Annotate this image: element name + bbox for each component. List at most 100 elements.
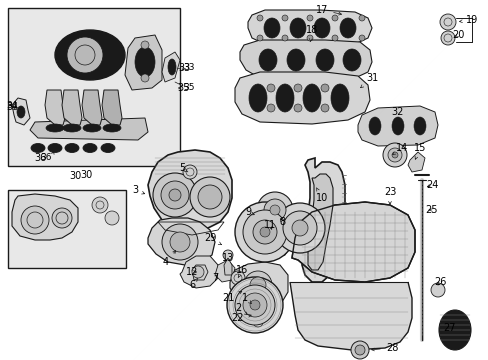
Text: 16: 16 [235, 265, 247, 278]
Ellipse shape [346, 53, 356, 67]
Polygon shape [180, 256, 218, 288]
Circle shape [252, 220, 276, 244]
Circle shape [162, 224, 198, 260]
Polygon shape [62, 90, 82, 125]
Polygon shape [302, 158, 345, 282]
Ellipse shape [368, 117, 380, 135]
Text: 34: 34 [6, 102, 18, 112]
Polygon shape [307, 174, 332, 270]
Ellipse shape [280, 89, 289, 107]
Circle shape [253, 311, 262, 319]
Circle shape [260, 227, 269, 237]
Polygon shape [12, 194, 78, 240]
Text: 36: 36 [34, 148, 51, 163]
Ellipse shape [438, 310, 470, 350]
Circle shape [21, 206, 49, 234]
Polygon shape [247, 10, 371, 46]
Circle shape [274, 203, 325, 253]
Text: 21: 21 [222, 292, 241, 303]
Ellipse shape [263, 53, 272, 67]
Circle shape [226, 277, 283, 333]
Text: 9: 9 [244, 207, 254, 217]
Text: 22: 22 [231, 313, 251, 323]
Polygon shape [235, 72, 369, 124]
Polygon shape [82, 90, 102, 125]
Ellipse shape [103, 124, 121, 132]
Ellipse shape [63, 124, 81, 132]
Circle shape [282, 35, 287, 41]
Text: 5: 5 [179, 163, 187, 173]
Text: 11: 11 [264, 220, 276, 230]
Circle shape [170, 232, 190, 252]
Circle shape [190, 177, 229, 217]
Text: 28: 28 [371, 343, 397, 353]
Polygon shape [240, 40, 371, 80]
Circle shape [183, 165, 197, 179]
Polygon shape [289, 282, 411, 350]
Circle shape [320, 104, 328, 112]
Circle shape [141, 41, 149, 49]
Circle shape [358, 15, 364, 21]
Circle shape [293, 104, 302, 112]
Circle shape [257, 15, 263, 21]
Circle shape [382, 143, 406, 167]
Text: 14: 14 [392, 143, 407, 154]
Circle shape [257, 192, 292, 228]
Polygon shape [45, 90, 65, 125]
Text: 33: 33 [178, 63, 190, 73]
Ellipse shape [259, 49, 276, 71]
Circle shape [350, 341, 368, 359]
Ellipse shape [306, 89, 316, 107]
Ellipse shape [55, 30, 125, 80]
Circle shape [440, 31, 454, 45]
Circle shape [387, 148, 401, 162]
Ellipse shape [248, 84, 266, 112]
Ellipse shape [448, 322, 460, 338]
Ellipse shape [46, 124, 64, 132]
Polygon shape [291, 202, 414, 282]
Circle shape [293, 84, 302, 92]
Text: 6: 6 [188, 278, 198, 290]
Circle shape [269, 205, 280, 215]
Polygon shape [215, 260, 235, 282]
Ellipse shape [443, 316, 465, 344]
Circle shape [223, 250, 232, 260]
Text: 2: 2 [234, 303, 247, 315]
Circle shape [230, 271, 244, 285]
Ellipse shape [48, 144, 62, 153]
Polygon shape [125, 35, 162, 90]
Text: 10: 10 [315, 188, 327, 203]
Polygon shape [148, 150, 231, 230]
Circle shape [291, 220, 307, 236]
Text: 3: 3 [132, 185, 144, 195]
Text: 12: 12 [185, 267, 198, 277]
Text: 27: 27 [443, 323, 455, 333]
Circle shape [283, 211, 316, 245]
Text: 4: 4 [163, 251, 175, 267]
Text: 8: 8 [278, 217, 285, 227]
Ellipse shape [342, 49, 360, 71]
Circle shape [282, 15, 287, 21]
Circle shape [161, 181, 189, 209]
Circle shape [243, 293, 266, 317]
Circle shape [243, 210, 286, 254]
Text: 19: 19 [459, 15, 477, 25]
Text: 1: 1 [242, 293, 251, 303]
Ellipse shape [289, 18, 305, 38]
Polygon shape [12, 98, 30, 125]
Ellipse shape [343, 22, 352, 34]
Text: 30: 30 [80, 170, 92, 180]
Ellipse shape [83, 144, 97, 153]
Circle shape [266, 84, 274, 92]
Text: 26: 26 [433, 277, 445, 287]
Text: 23: 23 [383, 187, 395, 204]
Polygon shape [192, 265, 207, 280]
Circle shape [52, 208, 72, 228]
Polygon shape [162, 52, 180, 82]
Bar [8, 8, 180, 166]
Ellipse shape [413, 117, 425, 135]
Circle shape [105, 211, 119, 225]
Ellipse shape [303, 84, 320, 112]
Text: 24: 24 [425, 180, 437, 190]
Circle shape [331, 15, 337, 21]
